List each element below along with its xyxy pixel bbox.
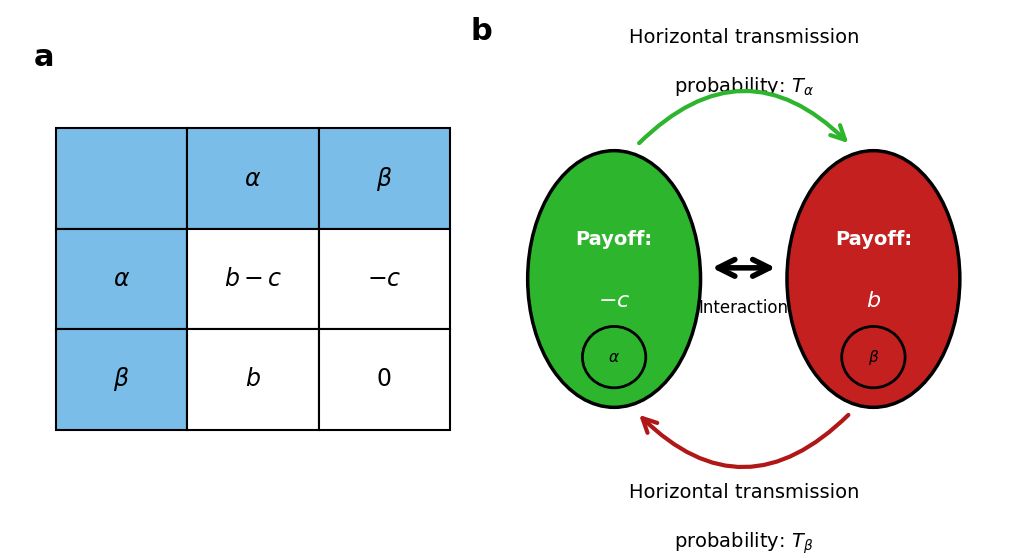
Text: $\alpha$: $\alpha$ — [608, 350, 620, 364]
Circle shape — [582, 326, 646, 388]
Text: Interaction: Interaction — [699, 299, 789, 316]
Text: $\beta$: $\beta$ — [867, 348, 879, 367]
Ellipse shape — [528, 151, 701, 407]
Bar — [319, 329, 450, 430]
Text: Payoff:: Payoff: — [575, 230, 652, 249]
Text: probability: $T_{\alpha}$: probability: $T_{\alpha}$ — [674, 75, 814, 98]
Text: $\alpha$: $\alpha$ — [113, 267, 131, 291]
Bar — [56, 128, 187, 229]
Text: probability: $T_{\beta}$: probability: $T_{\beta}$ — [674, 530, 814, 556]
Text: $b$: $b$ — [245, 367, 260, 392]
Bar — [187, 128, 319, 229]
Text: Horizontal transmission: Horizontal transmission — [629, 483, 859, 502]
Text: Horizontal transmission: Horizontal transmission — [629, 28, 859, 47]
Text: $\mathit{-c}$: $\mathit{-c}$ — [598, 291, 631, 311]
Text: $\beta$: $\beta$ — [376, 165, 392, 193]
Bar — [56, 229, 187, 329]
Bar — [319, 229, 450, 329]
Text: $0$: $0$ — [377, 367, 392, 392]
Circle shape — [842, 326, 906, 388]
Text: $\alpha$: $\alpha$ — [244, 166, 261, 191]
Text: a: a — [34, 43, 55, 72]
Text: $\mathit{b}$: $\mathit{b}$ — [865, 291, 881, 311]
Bar — [187, 329, 319, 430]
Text: $b-c$: $b-c$ — [223, 267, 282, 291]
Bar — [319, 128, 450, 229]
Bar — [187, 229, 319, 329]
Text: Payoff:: Payoff: — [835, 230, 912, 249]
Text: $-c$: $-c$ — [367, 267, 401, 291]
Bar — [56, 329, 187, 430]
Text: $\beta$: $\beta$ — [113, 365, 130, 393]
Text: b: b — [470, 17, 492, 46]
Ellipse shape — [787, 151, 960, 407]
